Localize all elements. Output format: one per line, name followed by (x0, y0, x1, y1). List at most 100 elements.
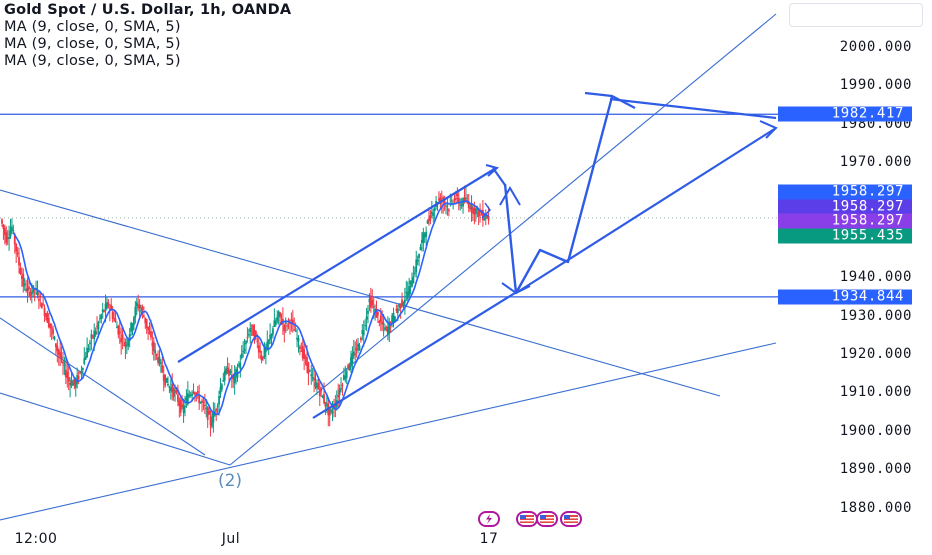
us-flag-event-icon[interactable] (516, 511, 538, 527)
candle-body (299, 346, 301, 349)
candle-body (392, 312, 395, 323)
candle-body (177, 394, 179, 402)
candle-body (419, 246, 422, 251)
candle-body (114, 318, 117, 322)
trendline (229, 13, 777, 466)
candle-body (368, 299, 371, 303)
price-tick-label: 2000.000 (839, 38, 912, 55)
us-flag-event-icon-3[interactable] (560, 511, 582, 527)
price-badge-alert-purple: 1958.297 (778, 213, 912, 229)
candle-body (86, 347, 89, 358)
candle-body (77, 375, 80, 380)
candle-body (401, 299, 403, 306)
symbol-search-box[interactable] (789, 3, 923, 27)
candle-body (439, 197, 442, 204)
candle-body (135, 302, 138, 306)
candle-body (470, 203, 473, 210)
candle-body (416, 259, 419, 262)
candle-body (199, 402, 202, 404)
candle-body (1, 219, 3, 224)
candle-body (361, 330, 364, 335)
candle-body (164, 374, 167, 386)
candle-body (79, 372, 81, 374)
candle-body (385, 327, 388, 329)
arrow-head (481, 202, 491, 219)
candle-body (253, 329, 256, 341)
candle-body (23, 283, 26, 286)
candle-body (391, 315, 394, 324)
candle-body (296, 337, 298, 340)
candle-body (464, 197, 467, 200)
candle-body (168, 386, 171, 388)
arrow-head (584, 91, 636, 109)
candle-body (486, 217, 489, 219)
symbol-title[interactable]: Gold Spot / U.S. Dollar, 1h, OANDA (4, 2, 292, 18)
candle-body (70, 380, 73, 387)
candle-body (198, 395, 201, 404)
candle-body (317, 382, 320, 389)
candle-body (399, 303, 402, 308)
candle-body (2, 224, 5, 230)
candle-body (90, 334, 93, 339)
candle-body (289, 322, 291, 324)
candle-body (257, 345, 260, 353)
time-label-1200: 12:00 (14, 531, 58, 547)
candle-body (413, 272, 416, 274)
candle-body (22, 273, 25, 287)
candle-body (50, 327, 53, 329)
candle-body (433, 208, 436, 212)
candle-body (117, 325, 120, 335)
ma-legend-2[interactable]: MA (9, close, 0, SMA, 5) (4, 36, 181, 52)
candle-body (106, 302, 108, 309)
candle-body (394, 316, 396, 322)
candle-body (145, 319, 148, 328)
candle-body (483, 218, 486, 220)
candle-body (111, 312, 114, 319)
candle-body (338, 389, 341, 396)
price-badge-level: 1982.417 (778, 106, 912, 122)
lightning-event-icon[interactable] (478, 511, 500, 527)
us-flag-event-icon-2[interactable] (536, 511, 558, 527)
candle-body (290, 319, 293, 321)
candle-body (6, 237, 9, 240)
candle-body (379, 315, 382, 322)
candle-body (357, 343, 359, 348)
candle-body (443, 200, 446, 204)
candle-body (174, 391, 176, 393)
candle-body (201, 400, 203, 403)
candle-body (171, 384, 174, 393)
price-tick-label: 1900.000 (839, 422, 912, 439)
candle-body (64, 369, 67, 378)
candle-body (421, 239, 423, 244)
candle-body (59, 352, 62, 358)
ma-legend-1[interactable]: MA (9, close, 0, SMA, 5) (4, 19, 181, 35)
candle-body (303, 349, 306, 360)
candle-body (42, 303, 45, 305)
candle-body (266, 341, 269, 350)
candle-body (186, 393, 189, 405)
candle-body (287, 319, 290, 321)
candle-body (116, 327, 118, 329)
candle-body (222, 380, 225, 382)
candle-body (445, 205, 447, 207)
candle-body (286, 325, 289, 327)
candle-body (274, 320, 277, 325)
price-tick-label: 1890.000 (839, 461, 912, 478)
price-tick-label: 1920.000 (839, 345, 912, 362)
price-tick-label: 1970.000 (839, 153, 912, 170)
projection-path (503, 96, 614, 295)
candle-body (242, 350, 245, 353)
candle-body (469, 207, 472, 210)
candle-body (93, 330, 96, 340)
candle-body (398, 304, 401, 307)
ma-legend-3[interactable]: MA (9, close, 0, SMA, 5) (4, 53, 181, 69)
candle-body (81, 368, 84, 370)
candle-body (133, 317, 135, 325)
price-badge-last-price: 1955.435 (778, 228, 912, 244)
candle-body (395, 308, 398, 311)
candle-body (206, 406, 209, 421)
candle-body (205, 407, 208, 409)
candle-body (473, 208, 476, 215)
